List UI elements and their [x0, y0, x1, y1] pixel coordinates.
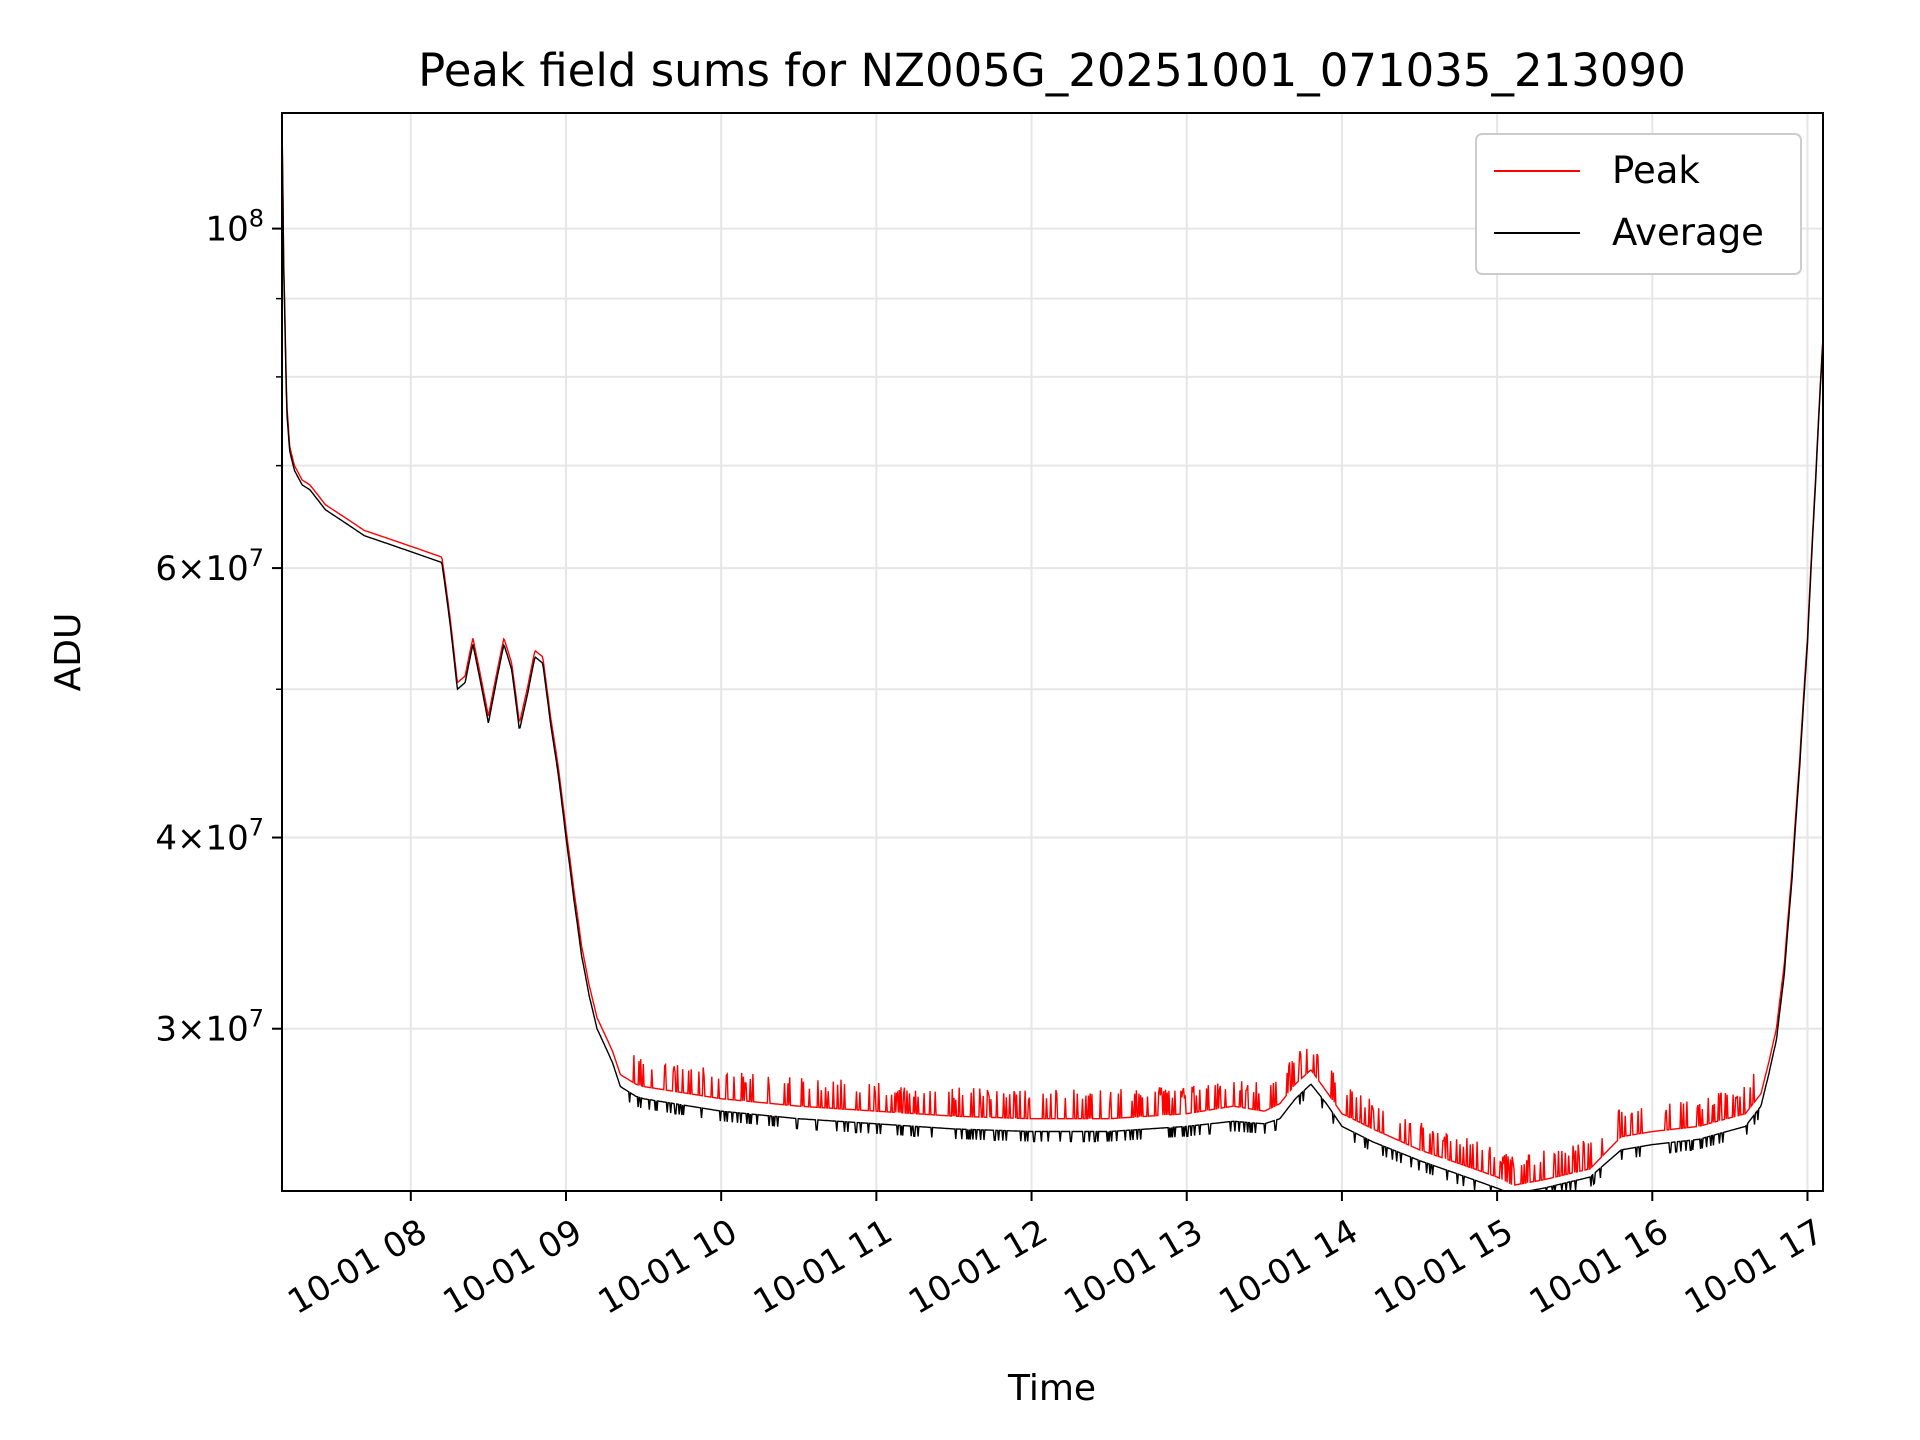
legend-box [1475, 133, 1802, 275]
chart-title: Peak field sums for NZ005G_20251001_0710… [418, 44, 1686, 97]
y-tick-label: 108 [205, 205, 264, 250]
y-axis-label: ADU [48, 613, 89, 692]
y-tick-label: 6×107 [155, 544, 264, 589]
y-axis: 3×107 4×107 6×107 108 [155, 205, 282, 1050]
series-line-peak [281, 118, 1824, 1186]
legend-label-average: Average [1612, 211, 1764, 254]
y-tick-label: 4×107 [155, 814, 264, 859]
legend-label-peak: Peak [1612, 149, 1700, 192]
x-axis-label: Time [1007, 1368, 1096, 1409]
legend: Peak Average [1475, 133, 1802, 275]
y-tick-label: 3×107 [155, 1005, 264, 1050]
plot-frame [281, 112, 1824, 1192]
